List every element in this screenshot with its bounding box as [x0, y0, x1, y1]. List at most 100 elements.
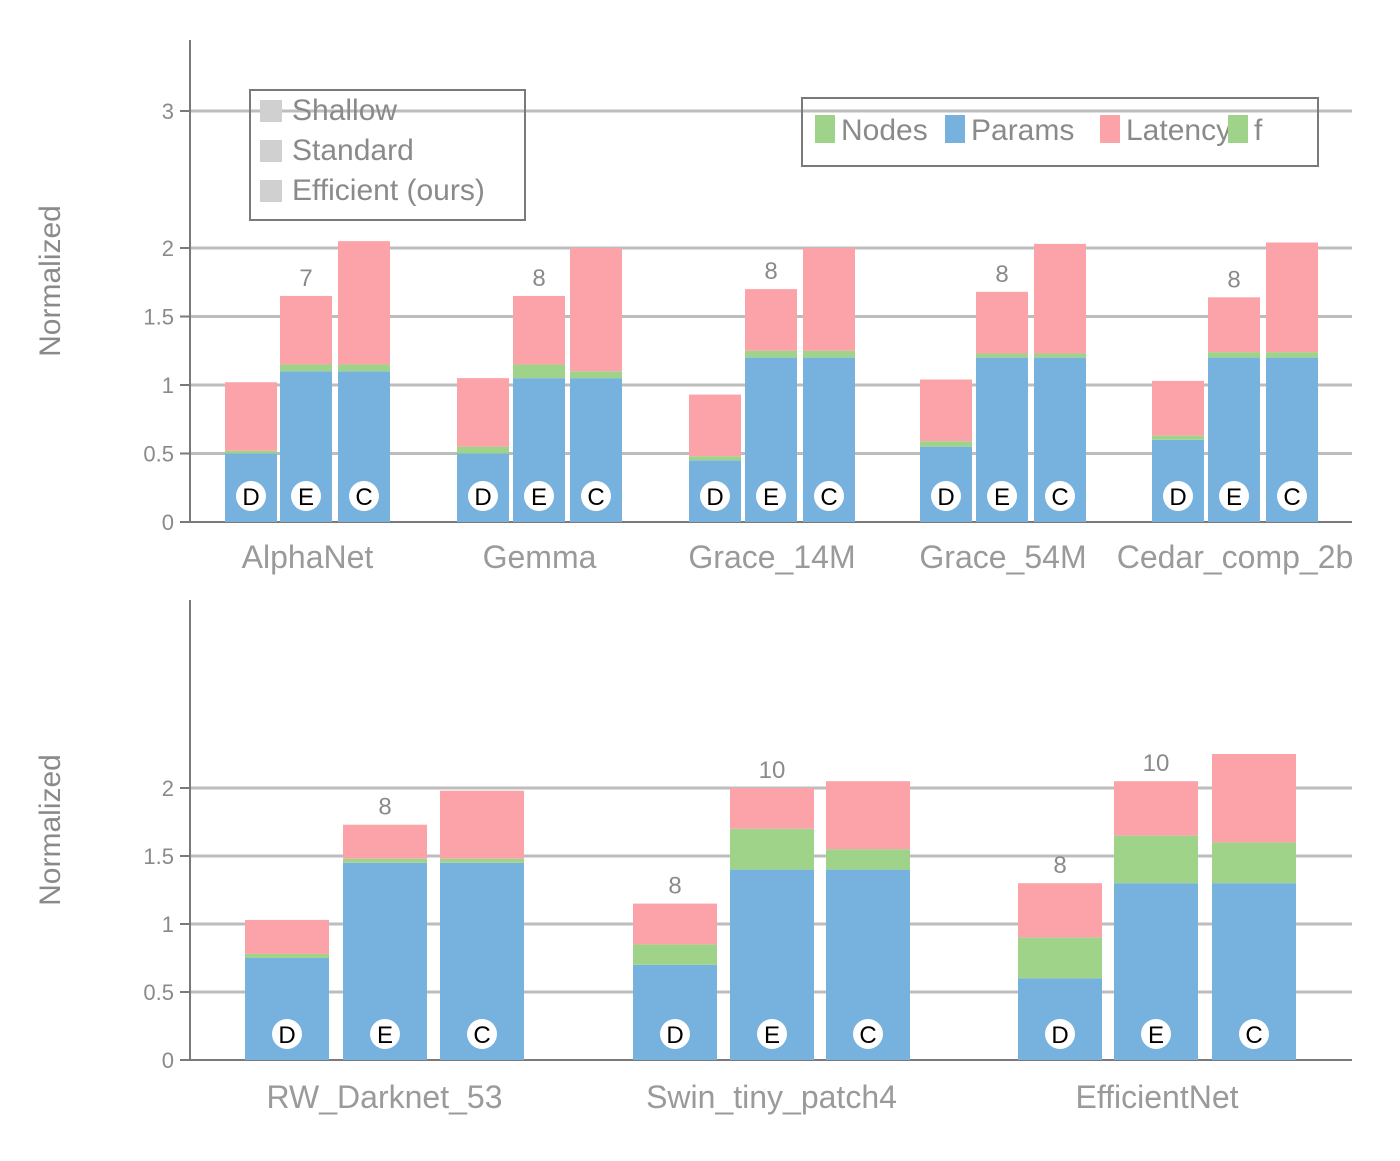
bar-nodes	[920, 441, 972, 447]
bar-letter: C	[473, 1022, 490, 1049]
bar-nodes	[1266, 352, 1318, 358]
y-tick-label: 1	[162, 912, 174, 937]
bar-letter: D	[242, 484, 259, 511]
y-tick-label: 0	[162, 510, 174, 535]
bar-marker	[814, 481, 844, 511]
bar-letter: C	[859, 1022, 876, 1049]
bar-nodes	[1208, 352, 1260, 358]
bar-marker	[1239, 1019, 1269, 1049]
bar-latency	[1034, 243, 1086, 354]
bar-latency	[225, 382, 277, 451]
bar-latency	[803, 248, 855, 351]
legend-right-swatch	[1228, 115, 1248, 143]
bar-latency	[1152, 380, 1204, 436]
bar-marker	[349, 481, 379, 511]
bar-nodes	[280, 364, 332, 372]
legend-right-box	[801, 97, 1319, 167]
bar-marker	[291, 481, 321, 511]
bar-latency	[570, 248, 622, 372]
bar-letter: D	[706, 484, 723, 511]
bar-nodes	[225, 450, 277, 454]
bar-marker	[853, 1019, 883, 1049]
bar-nodes	[570, 371, 622, 379]
bar-nodes	[245, 953, 329, 958]
y-tick-label: 0.5	[143, 980, 174, 1005]
bar-letter: E	[994, 484, 1010, 511]
bar-letter: D	[1051, 1022, 1068, 1049]
bar-nodes	[803, 350, 855, 358]
bar-latency	[440, 790, 524, 859]
bar-nodes	[633, 944, 717, 965]
bar-nodes	[343, 858, 427, 863]
y-tick-label: 2	[162, 776, 174, 801]
legend-left-label: Efficient (ours)	[292, 174, 485, 207]
y-tick-label: 0	[162, 1048, 174, 1073]
bar-latency	[689, 394, 741, 457]
bar-latency	[245, 919, 329, 954]
legend-right-swatch	[815, 115, 835, 143]
legend-right: Nodes Params Latency f	[801, 97, 1319, 167]
bar-marker	[581, 481, 611, 511]
bar-nodes	[1018, 937, 1102, 979]
bar-annotation: 8	[1227, 266, 1240, 293]
y-tick-label: 2	[162, 236, 174, 261]
bar-marker	[931, 481, 961, 511]
bar-marker	[236, 481, 266, 511]
bar-marker	[987, 481, 1017, 511]
y-axis-label: Normalized	[34, 205, 67, 357]
bar-letter: E	[531, 484, 547, 511]
bar-annotation: 10	[1143, 750, 1170, 777]
bar-marker	[1141, 1019, 1171, 1049]
bar-nodes	[730, 828, 814, 870]
category-label: Grace_54M	[919, 539, 1086, 575]
category-label: Grace_14M	[688, 539, 855, 575]
bar-nodes	[457, 446, 509, 454]
legend-right-swatch	[945, 115, 965, 143]
legend-right-label: Nodes	[841, 114, 928, 147]
bar-nodes	[338, 364, 390, 372]
bar-annotation: 8	[764, 258, 777, 285]
legend-right-label: f	[1254, 114, 1263, 147]
y-axis-label: Normalized	[34, 754, 67, 906]
y-tick-label: 0.5	[143, 442, 174, 467]
bar-letter: D	[1169, 484, 1186, 511]
bar-letter: C	[1051, 484, 1068, 511]
legend-left-label: Shallow	[292, 94, 397, 127]
bar-nodes	[440, 858, 524, 863]
bar-annotation: 8	[995, 261, 1008, 288]
bar-latency	[745, 289, 797, 351]
category-label: Gemma	[483, 539, 597, 575]
bar-marker	[467, 1019, 497, 1049]
bar-nodes	[1152, 435, 1204, 440]
y-tick-label: 1.5	[143, 844, 174, 869]
category-label: Swin_tiny_patch4	[646, 1079, 897, 1115]
category-label: AlphaNet	[242, 539, 374, 575]
panel-top: 0 0.5 1 1.5 2 3 Normalized D E 7 C D E 8 C D E 8 C D E 8 C D E 8 C…	[34, 40, 1353, 575]
bar-latency	[343, 824, 427, 859]
bar-annotation: 8	[668, 873, 681, 900]
bar-letter: D	[474, 484, 491, 511]
bar-marker	[1219, 481, 1249, 511]
panel-bottom: 0 0.5 1 1.5 2 Normalized D E 8 C D 8 E 10 C D 8 E 10 C RW_Da…	[34, 600, 1352, 1115]
y-tick-label: 1	[162, 373, 174, 398]
bar-letter: C	[1245, 1022, 1262, 1049]
bar-marker	[524, 481, 554, 511]
bar-letter: C	[587, 484, 604, 511]
bar-marker	[272, 1019, 302, 1049]
bar-latency	[976, 291, 1028, 354]
bar-marker	[1163, 481, 1193, 511]
bar-marker	[757, 1019, 787, 1049]
bar-nodes	[745, 350, 797, 358]
bar-letter: E	[1148, 1022, 1164, 1049]
bar-marker	[756, 481, 786, 511]
legend-left-swatch	[260, 140, 282, 162]
bar-letter: C	[355, 484, 372, 511]
bar-nodes	[1114, 835, 1198, 884]
bar-latency	[1018, 883, 1102, 938]
bar-letter: E	[763, 484, 779, 511]
legend-left-swatch	[260, 100, 282, 122]
bar-letter: E	[1226, 484, 1242, 511]
bar-annotation: 8	[378, 794, 391, 821]
bar-letter: D	[937, 484, 954, 511]
